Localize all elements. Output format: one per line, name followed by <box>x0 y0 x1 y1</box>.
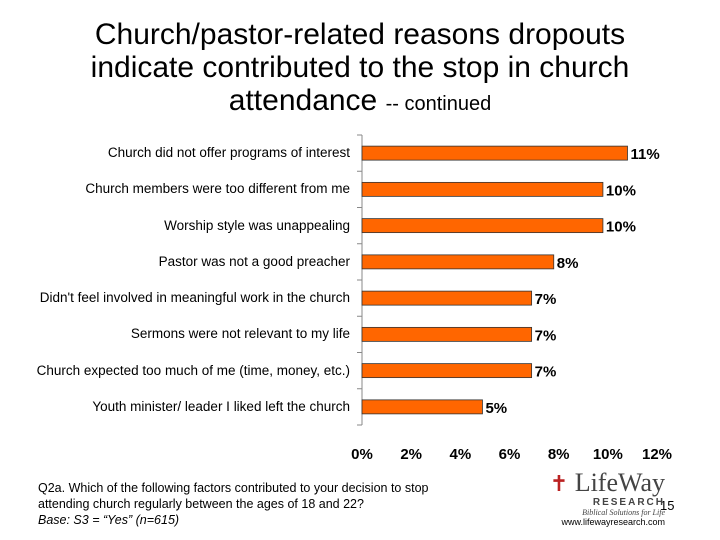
x-tick-label: 0% <box>351 446 373 463</box>
logo-name: ✝ LifeWay <box>549 468 665 497</box>
bar <box>361 363 533 379</box>
logo-name-text: LifeWay <box>574 468 665 497</box>
logo: ✝ LifeWay RESEARCH Biblical Solutions fo… <box>530 468 665 528</box>
bar <box>361 181 604 197</box>
bar <box>361 254 555 270</box>
x-tick-label: 2% <box>400 446 422 463</box>
title-note: -- continued <box>385 93 492 115</box>
footnote: Q2a. Which of the following factors cont… <box>38 480 478 528</box>
page-number: 15 <box>660 498 675 513</box>
value-label: 11% <box>631 146 660 163</box>
x-tick-label: 4% <box>449 446 471 463</box>
logo-tagline: Biblical Solutions for Life <box>582 508 665 517</box>
x-tick-label: 6% <box>499 446 521 463</box>
category-label: Worship style was unappealing <box>164 217 350 233</box>
x-tick-label: 8% <box>548 446 570 463</box>
bar <box>361 218 604 234</box>
category-label: Church did not offer programs of interes… <box>107 145 350 161</box>
category-label: Youth minister/ leader I liked left the … <box>92 398 350 414</box>
bar <box>361 326 533 342</box>
value-label: 10% <box>606 219 636 236</box>
chart-title: Church/pastor-related reasons dropouts i… <box>90 18 630 117</box>
value-label: 5% <box>485 400 507 417</box>
category-label: Sermons were not relevant to my life <box>130 326 350 342</box>
bar <box>361 290 533 306</box>
x-tick-label: 10% <box>593 446 623 463</box>
category-label: Church expected too much of me (time, mo… <box>36 362 350 378</box>
value-label: 7% <box>535 327 557 344</box>
value-label: 8% <box>557 255 579 272</box>
base: Base: S3 = “Yes” (n=615) <box>38 513 180 527</box>
bar <box>361 399 483 415</box>
logo-url: www.lifewayresearch.com <box>561 517 665 527</box>
category-label: Didn't feel involved in meaningful work … <box>39 290 350 306</box>
category-label: Church members were too different from m… <box>85 181 350 197</box>
logo-sub: RESEARCH <box>592 497 665 508</box>
x-tick-label: 12% <box>642 446 672 463</box>
value-label: 7% <box>535 291 557 308</box>
question: Q2a. Which of the following factors cont… <box>38 481 429 511</box>
chart-title-block: Church/pastor-related reasons dropouts i… <box>60 18 660 121</box>
category-label: Pastor was not a good preacher <box>158 253 350 269</box>
value-label: 7% <box>535 364 557 381</box>
value-label: 10% <box>606 182 636 199</box>
bar <box>361 145 628 161</box>
